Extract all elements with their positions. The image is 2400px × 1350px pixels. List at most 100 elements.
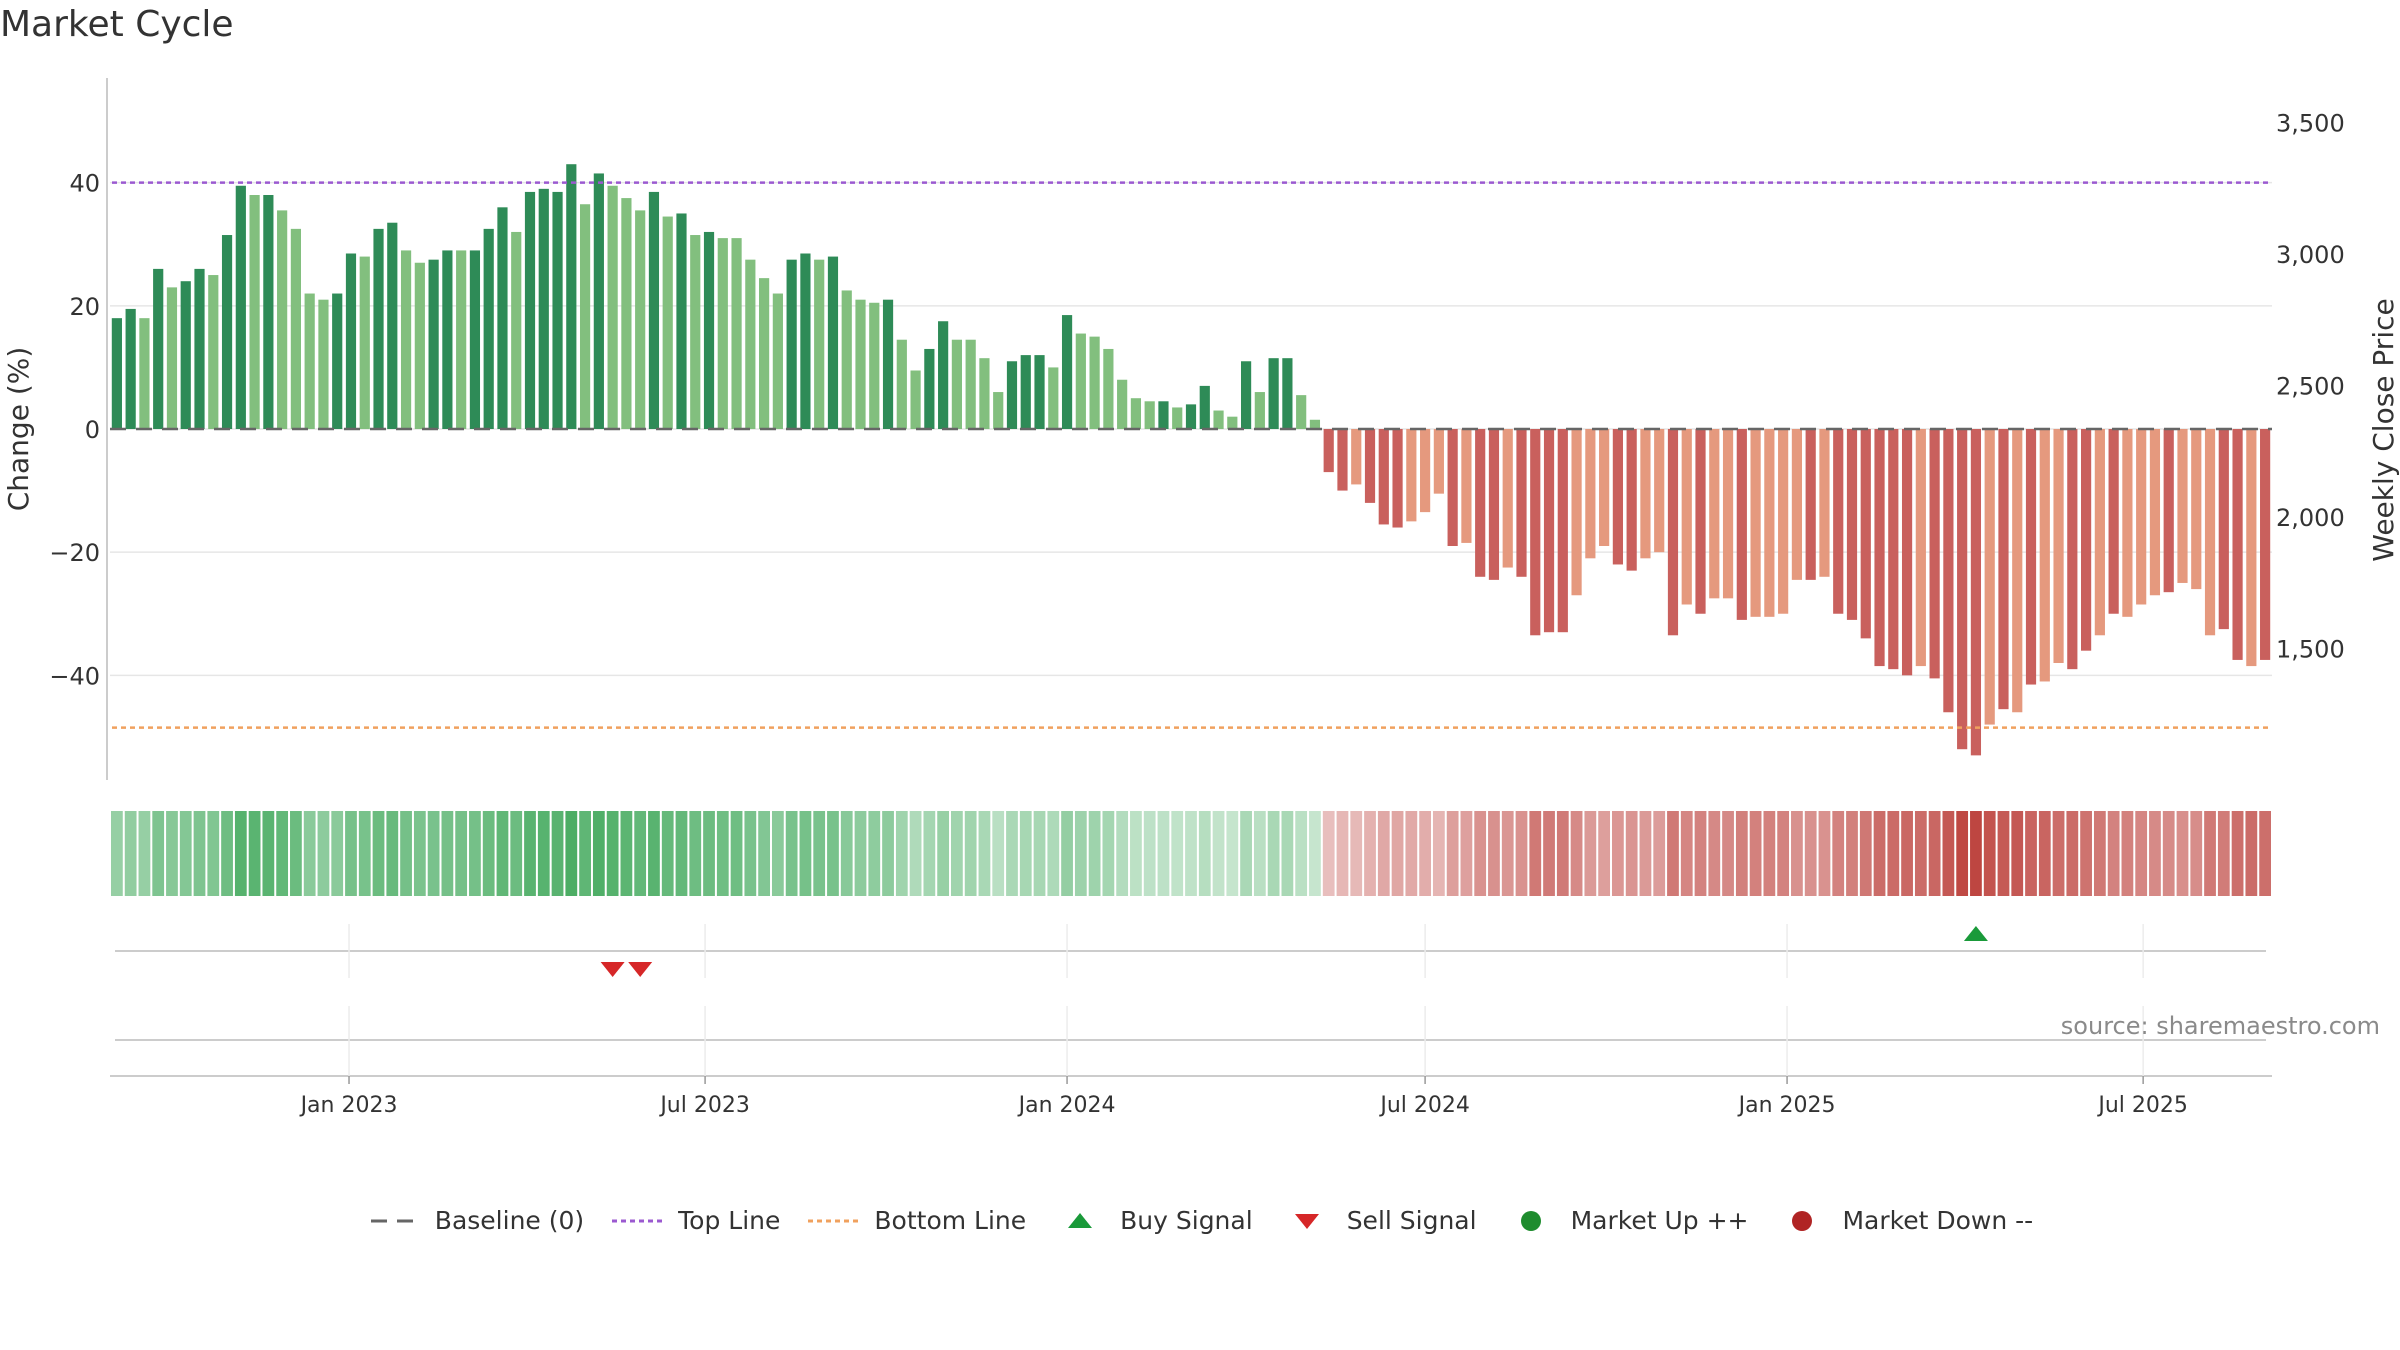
bar [882, 299, 894, 429]
legend-item: Sell Signal [1279, 1206, 1477, 1235]
legend-item: Bottom Line [806, 1206, 1026, 1235]
bar [1406, 429, 1417, 522]
heat-cell [1474, 811, 1487, 896]
heat-cell [2011, 811, 2024, 896]
triangle-up-icon [1068, 1212, 1093, 1228]
heat-cell [1887, 811, 1900, 896]
heat-cell [2149, 811, 2161, 896]
bar [1557, 429, 1568, 633]
bar [1075, 333, 1086, 429]
bar [1420, 429, 1431, 513]
y-axis-label: Change (%) [2, 347, 35, 512]
bar [786, 259, 797, 429]
bar [2136, 429, 2147, 605]
heat-cell [661, 811, 674, 896]
bar [1199, 385, 1210, 429]
heat-cell [895, 811, 908, 896]
bar [979, 358, 990, 429]
bar [400, 250, 412, 429]
heat-cell [1694, 811, 1707, 896]
heat-cell [1763, 811, 1776, 896]
heat-cell [1832, 811, 1845, 896]
heat-cell [1846, 811, 1858, 896]
bar [731, 238, 742, 429]
heat-cell [386, 811, 399, 896]
bar [1736, 429, 1747, 620]
bar [304, 293, 315, 429]
heat-cell [579, 811, 591, 896]
heat-cell [1061, 811, 1073, 896]
bar [208, 275, 219, 429]
bar [1819, 429, 1830, 577]
heat-cell [1901, 811, 1913, 896]
bar [524, 191, 536, 429]
heat-cell [1777, 811, 1790, 896]
heat-cell [400, 811, 412, 896]
heat-cell [138, 811, 151, 896]
heat-cell [1033, 811, 1046, 896]
legend-label: Market Up ++ [1570, 1206, 1749, 1235]
heat-cell [978, 811, 991, 896]
heat-cell [2135, 811, 2148, 896]
bar [263, 195, 274, 429]
bar [1709, 429, 1720, 599]
bar [1364, 429, 1376, 503]
bar [745, 259, 756, 429]
bar [1571, 429, 1582, 596]
bar [1681, 429, 1692, 605]
bar [1888, 429, 1899, 670]
heat-cell [1116, 811, 1129, 896]
bar [938, 321, 949, 429]
heat-cell [413, 811, 426, 896]
bar [1282, 358, 1293, 429]
heat-cell [1873, 811, 1886, 896]
y2-tick-label: 3,000 [2276, 241, 2345, 269]
heat-cell [1446, 811, 1459, 896]
bar [1240, 361, 1252, 429]
legend-item: Buy Signal [1052, 1206, 1253, 1235]
heat-cell [1198, 811, 1211, 896]
bar [1461, 429, 1472, 543]
heat-cell [1570, 811, 1583, 896]
heat-cell [1818, 811, 1831, 896]
heat-cell [1749, 811, 1762, 896]
source-note: source: sharemaestro.com [2060, 1012, 2380, 1040]
heat-cell [785, 811, 798, 896]
heat-cell [427, 811, 440, 896]
bar [1778, 429, 1789, 614]
bar [2081, 429, 2092, 651]
heat-cell [1157, 811, 1170, 896]
heat-cell [2231, 811, 2244, 896]
heat-cell [166, 811, 178, 896]
bar [277, 210, 288, 429]
heat-cell [1405, 811, 1418, 896]
bar [855, 299, 866, 429]
heat-cell [1047, 811, 1060, 896]
bar [180, 281, 191, 429]
heat-cell [331, 811, 344, 896]
heat-cell [868, 811, 881, 896]
bar [125, 308, 136, 429]
heat-cell [234, 811, 247, 896]
bar [1502, 429, 1513, 568]
heat-cell [496, 811, 509, 896]
dotted-line-icon [808, 1219, 863, 1222]
heat-cell [1130, 811, 1142, 896]
bar [814, 259, 825, 429]
x-tick-label: Jan 2024 [1017, 1093, 1116, 1118]
heat-cell [1391, 811, 1404, 896]
heat-cell [1791, 811, 1803, 896]
bar [2260, 429, 2271, 660]
heat-cell [1543, 811, 1555, 896]
bar [1433, 429, 1444, 494]
heat-cell [1253, 811, 1266, 896]
heat-cell [703, 811, 715, 896]
y-tick-label: 0 [85, 416, 100, 444]
heat-cell [854, 811, 867, 896]
bar [1089, 336, 1100, 429]
heat-cell [455, 811, 468, 896]
bar [290, 228, 301, 429]
legend-label: Bottom Line [874, 1206, 1027, 1235]
heat-cell [1240, 811, 1252, 896]
